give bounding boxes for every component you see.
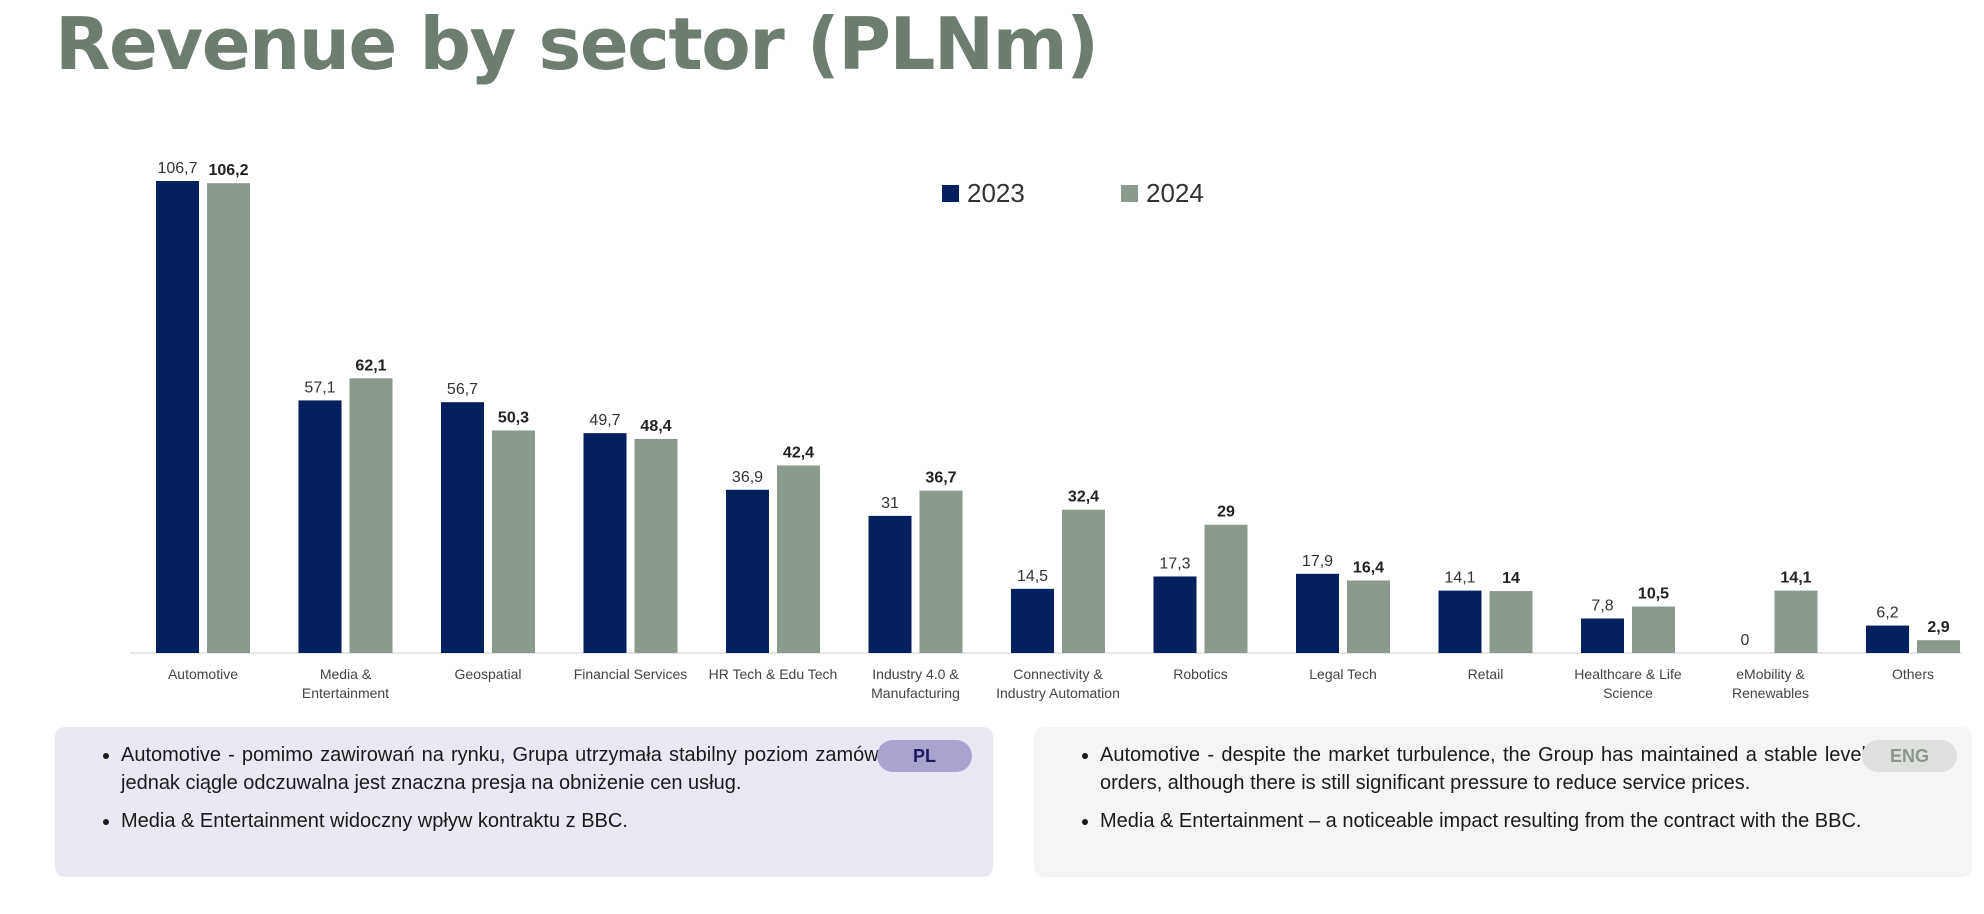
data-label-2023: 6,2 bbox=[1876, 605, 1898, 622]
bar-2023 bbox=[1296, 573, 1339, 653]
bar-2024 bbox=[349, 378, 393, 653]
notes-eng-item: Media & Entertainment – a noticeable imp… bbox=[1100, 807, 1890, 835]
bar-2024 bbox=[1347, 580, 1390, 653]
notes-pl-panel: Automotive - pomimo zawirowań na rynku, … bbox=[55, 727, 993, 877]
bar-2023 bbox=[156, 181, 199, 653]
data-label-2023: 7,8 bbox=[1591, 597, 1613, 614]
notes-eng-panel: Automotive - despite the market turbulen… bbox=[1034, 727, 1972, 877]
data-label-2024: 2,9 bbox=[1927, 619, 1949, 636]
data-label-2023: 57,1 bbox=[304, 379, 335, 396]
data-label-2024: 10,5 bbox=[1638, 586, 1669, 603]
legend-swatch-2024 bbox=[1121, 185, 1138, 202]
notes-pl-item: Media & Entertainment widoczny wpływ kon… bbox=[121, 807, 911, 835]
category-tick-label: Retail bbox=[1468, 666, 1504, 682]
category-tick-label: Legal Tech bbox=[1309, 666, 1376, 682]
bar-2024 bbox=[777, 465, 820, 653]
data-label-2023: 56,7 bbox=[447, 381, 478, 398]
bar-2023 bbox=[1581, 618, 1624, 653]
category-tick-label: eMobility & Renewables bbox=[1732, 666, 1809, 701]
notes-eng-item: Automotive - despite the market turbulen… bbox=[1100, 741, 1890, 797]
bar-2024 bbox=[634, 438, 678, 653]
category-tick-label: Media & Entertainment bbox=[302, 666, 389, 701]
legend-label-2024: 2024 bbox=[1146, 178, 1204, 208]
category-tick-label: HR Tech & Edu Tech bbox=[709, 666, 838, 682]
data-label-2024: 48,4 bbox=[640, 418, 671, 435]
data-label-2024: 29 bbox=[1217, 504, 1235, 521]
data-label-2023: 106,7 bbox=[157, 160, 197, 177]
data-label-2023: 0 bbox=[1741, 632, 1750, 649]
data-label-2024: 62,1 bbox=[355, 357, 386, 374]
page-title: Revenue by sector (PLNm) bbox=[55, 2, 1099, 86]
category-tick-label: Healthcare & Life Science bbox=[1574, 666, 1682, 701]
bar-2023 bbox=[298, 400, 342, 653]
data-label-2023: 36,9 bbox=[732, 469, 763, 486]
data-label-2024: 50,3 bbox=[498, 409, 529, 426]
bar-2024 bbox=[1774, 590, 1818, 653]
bar-2024 bbox=[1062, 509, 1105, 653]
data-label-2024: 42,4 bbox=[783, 444, 814, 461]
bar-2023 bbox=[1153, 576, 1197, 653]
notes-pl-item: Automotive - pomimo zawirowań na rynku, … bbox=[121, 741, 911, 797]
data-label-2023: 14,1 bbox=[1444, 570, 1475, 587]
bar-2023 bbox=[583, 433, 627, 653]
data-label-2024: 106,2 bbox=[208, 162, 248, 179]
category-tick-label: Robotics bbox=[1173, 666, 1227, 682]
data-label-2024: 14,1 bbox=[1780, 570, 1811, 587]
data-label-2023: 49,7 bbox=[589, 412, 620, 429]
bar-2023 bbox=[1438, 590, 1482, 653]
legend-label-2023: 2023 bbox=[967, 178, 1025, 208]
legend-swatch-2023 bbox=[942, 185, 959, 202]
language-badge-pl[interactable]: PL bbox=[877, 740, 972, 772]
bar-2024 bbox=[1632, 606, 1675, 653]
notes-pl-list: Automotive - pomimo zawirowań na rynku, … bbox=[85, 741, 911, 835]
bar-2023 bbox=[1011, 588, 1054, 653]
bar-2024 bbox=[1917, 640, 1960, 653]
data-label-2024: 32,4 bbox=[1068, 489, 1099, 506]
data-label-2024: 36,7 bbox=[925, 470, 956, 487]
bar-2023 bbox=[441, 402, 484, 653]
bar-2024 bbox=[1204, 524, 1248, 653]
category-tick-label: Automotive bbox=[168, 666, 238, 682]
bar-2024 bbox=[207, 183, 250, 654]
bar-2023 bbox=[868, 515, 912, 653]
category-tick-label: Industry 4.0 & Manufacturing bbox=[871, 666, 960, 701]
data-label-2024: 16,4 bbox=[1353, 559, 1384, 576]
bar-2024 bbox=[919, 490, 963, 653]
data-label-2023: 31 bbox=[881, 495, 899, 512]
notes-eng-list: Automotive - despite the market turbulen… bbox=[1064, 741, 1890, 835]
bar-2024 bbox=[1489, 591, 1533, 653]
bar-2023 bbox=[1866, 625, 1909, 653]
bar-2024 bbox=[492, 430, 535, 653]
category-tick-label: Financial Services bbox=[574, 666, 688, 682]
revenue-bar-chart: 106,7 106,2 Automotive 57,1 62,1 Media & Enter… bbox=[130, 160, 1962, 701]
language-badge-eng[interactable]: ENG bbox=[1862, 740, 1957, 772]
data-label-2023: 17,9 bbox=[1302, 553, 1333, 570]
data-label-2023: 17,3 bbox=[1159, 555, 1190, 572]
category-tick-label: Geospatial bbox=[455, 666, 522, 682]
bar-2023 bbox=[726, 489, 769, 653]
data-label-2024: 14 bbox=[1502, 570, 1520, 587]
category-tick-label: Others bbox=[1892, 666, 1934, 682]
data-label-2023: 14,5 bbox=[1017, 568, 1048, 585]
category-tick-label: Connectivity & Industry Automation bbox=[996, 666, 1120, 701]
